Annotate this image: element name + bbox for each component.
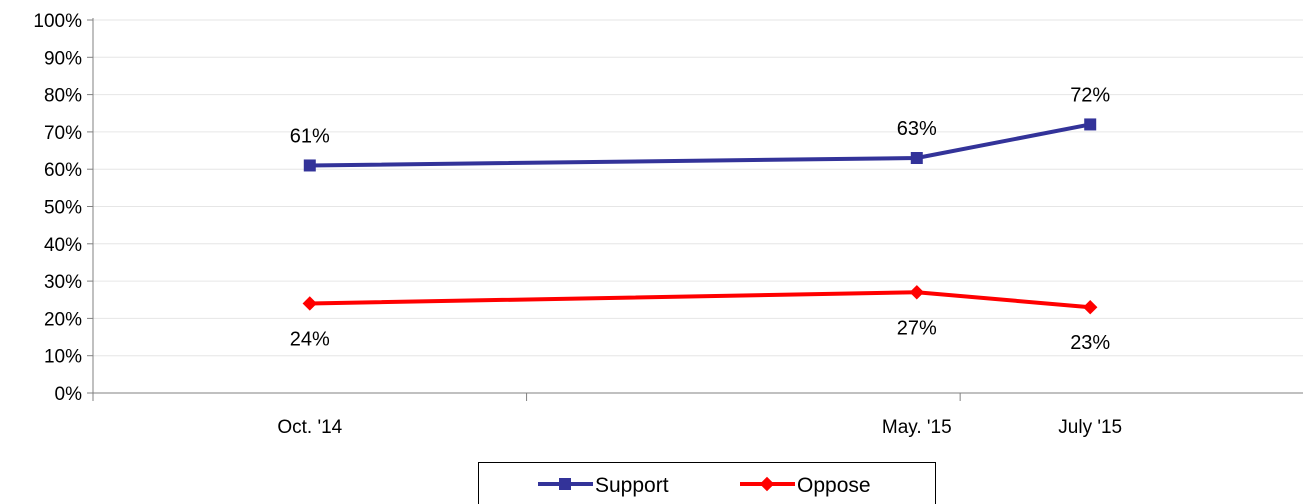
y-tick-label: 60%: [44, 160, 82, 181]
legend: Support Oppose: [478, 462, 936, 504]
support-point: [1084, 118, 1097, 131]
oppose-data-label: 23%: [1070, 332, 1110, 354]
x-tick-label: May. '15: [882, 417, 952, 438]
oppose-series-line: [307, 290, 1093, 310]
support-data-label: 72%: [1070, 84, 1110, 106]
y-tick-label: 80%: [44, 86, 82, 107]
y-tick-label: 70%: [44, 123, 82, 144]
legend-oppose-label: Oppose: [797, 474, 871, 497]
y-tick-label: 40%: [44, 235, 82, 256]
oppose-point: [909, 285, 924, 300]
oppose-point: [1083, 300, 1098, 315]
x-axis-ticks: Oct. '14 May. '15 July '15: [92, 393, 1122, 438]
support-data-label: 61%: [290, 125, 330, 147]
oppose-data-label: 24%: [290, 328, 330, 350]
support-series-line: [307, 122, 1093, 168]
oppose-data-label: 27%: [897, 317, 937, 339]
oppose-point: [302, 296, 317, 311]
y-tick-label: 0%: [55, 384, 83, 405]
y-tick-label: 20%: [44, 309, 82, 330]
y-tick-label: 50%: [44, 198, 82, 219]
legend-support-marker: [559, 478, 571, 490]
y-tick-label: 30%: [44, 272, 82, 293]
legend-support-label: Support: [595, 474, 669, 497]
data-labels: 61% 63% 72% 24% 27% 23%: [290, 84, 1111, 354]
support-point: [910, 152, 923, 165]
legend-oppose-marker: [759, 476, 775, 492]
y-tick-label: 90%: [44, 48, 82, 69]
y-tick-label: 10%: [44, 347, 82, 368]
support-point: [303, 159, 316, 172]
support-data-label: 63%: [897, 118, 937, 140]
y-tick-label: 100%: [33, 11, 82, 32]
x-tick-label: Oct. '14: [277, 417, 342, 438]
series-layer: [302, 118, 1098, 315]
y-axis-ticks: 0% 10% 20% 30% 40% 50% 60% 70% 80% 90% 100%: [33, 11, 93, 405]
x-tick-label: July '15: [1058, 417, 1122, 438]
axes: [92, 18, 1303, 394]
gridlines: [93, 19, 1303, 357]
